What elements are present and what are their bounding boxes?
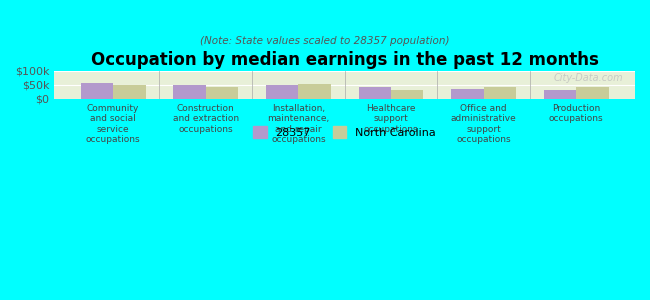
Bar [174, 85, 206, 99]
Bar [484, 87, 516, 99]
Bar [266, 85, 298, 99]
Legend: 28357, North Carolina: 28357, North Carolina [248, 121, 441, 143]
Text: City-Data.com: City-Data.com [554, 73, 623, 83]
Bar [451, 89, 484, 99]
Bar [206, 87, 238, 99]
Bar [113, 85, 146, 99]
Bar [544, 90, 576, 99]
Bar [391, 90, 423, 99]
Title: Occupation by median earnings in the past 12 months: Occupation by median earnings in the pas… [91, 51, 599, 69]
Bar [359, 87, 391, 99]
Bar [298, 84, 331, 99]
Bar [576, 87, 608, 99]
Text: (Note: State values scaled to 28357 population): (Note: State values scaled to 28357 popu… [200, 36, 450, 46]
Bar [81, 83, 113, 99]
